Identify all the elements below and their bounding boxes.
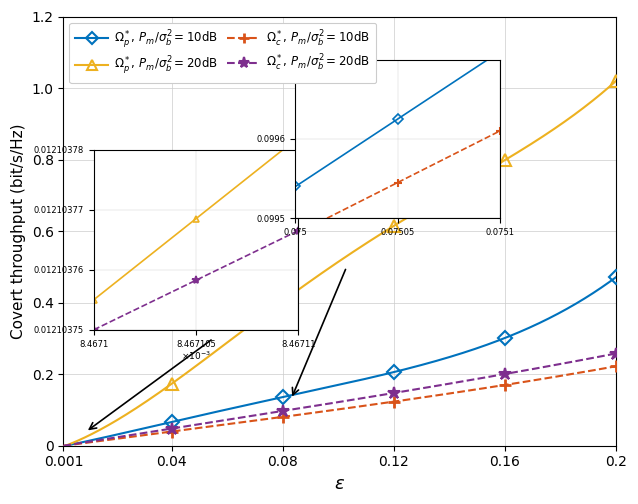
X-axis label: $\epsilon$: $\epsilon$ <box>334 475 345 493</box>
Y-axis label: Covert throughput (bit/s/Hz): Covert throughput (bit/s/Hz) <box>11 123 26 339</box>
Legend: $\Omega^*_p,\, P_m/\sigma_b^2 = 10$dB, $\Omega^*_p,\, P_m/\sigma_b^2 = 20$dB, $\: $\Omega^*_p,\, P_m/\sigma_b^2 = 10$dB, $… <box>70 23 376 83</box>
